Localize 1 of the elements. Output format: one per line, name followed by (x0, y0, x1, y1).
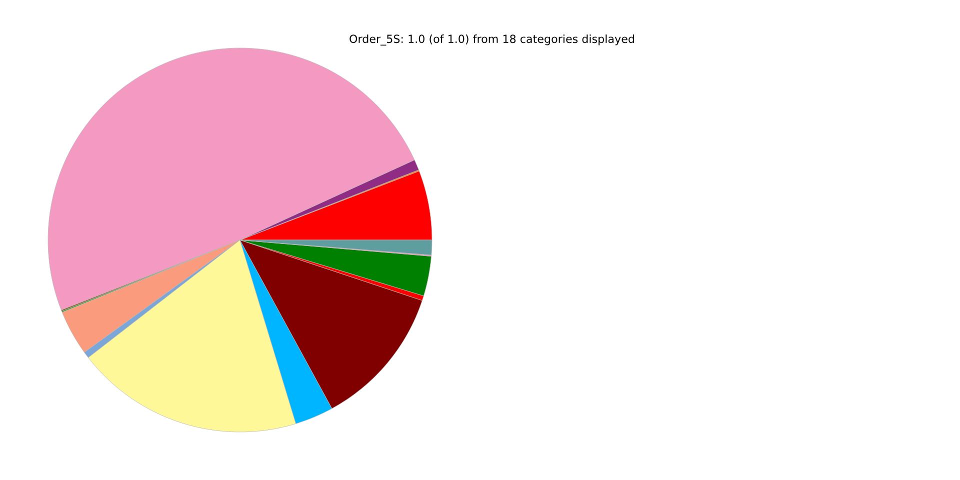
text: Order_5S: 1.0 (of 1.0) from 18 categories displayed (350, 34, 634, 46)
